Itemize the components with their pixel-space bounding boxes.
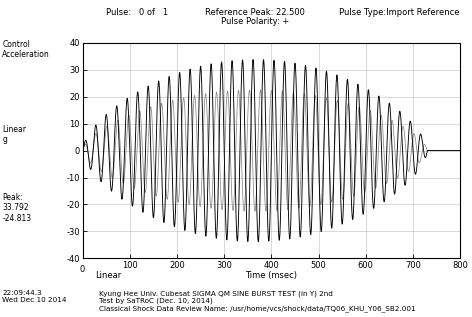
- Text: Linear
g: Linear g: [2, 125, 26, 145]
- Text: Control
Acceleration: Control Acceleration: [2, 40, 50, 59]
- Text: Pulse:   0 of   1: Pulse: 0 of 1: [106, 8, 168, 17]
- Text: 0: 0: [80, 265, 85, 274]
- Text: Kyung Hee Univ. Cubesat SIGMA QM SINE BURST TEST (in Y) 2nd
Test by SaTRoC (Dec.: Kyung Hee Univ. Cubesat SIGMA QM SINE BU…: [99, 290, 416, 312]
- Text: Pulse Polarity: +: Pulse Polarity: +: [221, 17, 289, 26]
- Text: Pulse Type:Import Reference: Pulse Type:Import Reference: [338, 8, 459, 17]
- Text: Linear: Linear: [95, 271, 122, 280]
- Text: Time (msec): Time (msec): [245, 271, 297, 280]
- Text: Reference Peak: 22.500: Reference Peak: 22.500: [205, 8, 305, 17]
- Text: 22:09:44.3
Wed Dec 10 2014: 22:09:44.3 Wed Dec 10 2014: [2, 290, 67, 303]
- Text: Peak:
33.792
-24.813: Peak: 33.792 -24.813: [2, 193, 32, 223]
